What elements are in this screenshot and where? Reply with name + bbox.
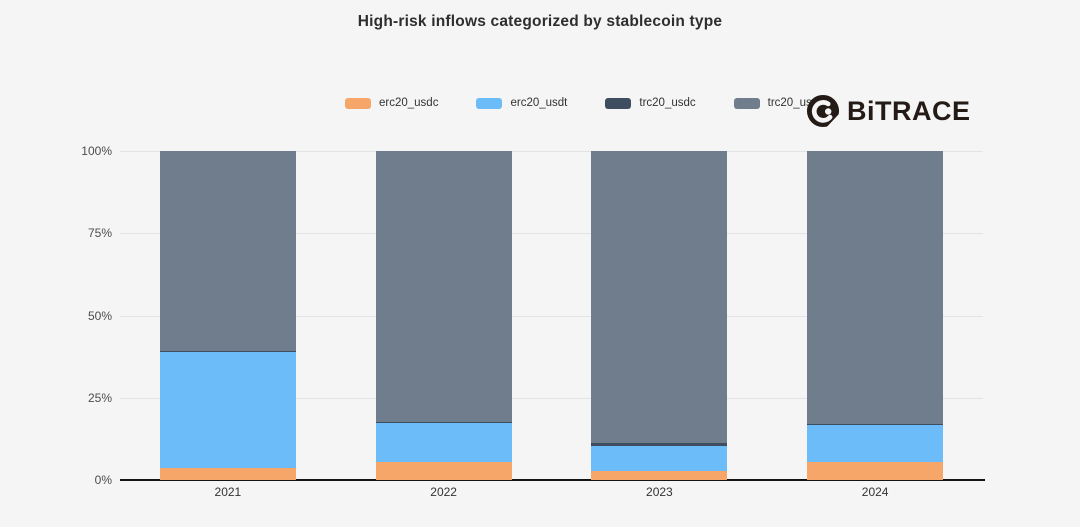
gridline-100 [120, 151, 983, 152]
bar-segment-2021-erc20_usdc[interactable] [159, 467, 296, 480]
x-tick-label-2021: 2021 [214, 485, 242, 499]
bar-segment-2024-erc20_usdc[interactable] [807, 461, 944, 480]
bar-segment-2022-trc20_usdt[interactable] [375, 151, 512, 423]
bar-2023 [591, 151, 728, 480]
bitrace-wordmark: BiTRACE [847, 95, 971, 126]
chart-title: High-risk inflows categorized by stablec… [357, 13, 723, 30]
legend-label: trc20_usdc [639, 97, 696, 109]
legend-label: erc20_usdc [379, 97, 439, 109]
x-tick-label-2023: 2023 [646, 485, 673, 499]
y-tick-label: 100% [81, 144, 112, 158]
legend-label: erc20_usdt [510, 97, 568, 109]
legend-swatch-trc20_usdc [605, 97, 632, 109]
bar-segment-2021-trc20_usdc[interactable] [159, 351, 296, 352]
legend-swatch-erc20_usdc [345, 97, 371, 109]
bar-segment-2021-trc20_usdt[interactable] [159, 151, 296, 352]
chart-legend: erc20_usdc erc20_usdt trc20_usdc trc20_usdt [345, 97, 821, 109]
bar-segment-2021-erc20_usdt[interactable] [159, 351, 296, 468]
y-tick-label: 50% [87, 308, 112, 323]
legend-swatch-trc20_usdt [733, 97, 760, 109]
y-tick-label: 75% [87, 226, 112, 241]
bar-segment-2023-trc20_usdt[interactable] [591, 151, 728, 444]
legend-item-erc20_usdt[interactable]: erc20_usdt [476, 97, 567, 109]
bar-2022 [375, 151, 512, 480]
bar-segment-2022-erc20_usdc[interactable] [375, 462, 512, 480]
bar-segment-2023-erc20_usdt[interactable] [591, 446, 728, 472]
legend-swatch-erc20_usdt [476, 97, 503, 109]
bitrace-icon [806, 94, 840, 128]
x-tick-label-2024: 2024 [861, 485, 889, 499]
gridline-50 [120, 315, 983, 317]
plot-area: 0% 25% 50% 75% 100% 2021 2022 2023 2024 [81, 144, 985, 499]
brand-logo: BiTRACE [806, 94, 971, 128]
y-tick-label: 25% [87, 390, 112, 405]
legend-item-trc20_usdc[interactable]: trc20_usdc [605, 97, 696, 109]
bar-segment-2024-trc20_usdc[interactable] [807, 424, 944, 426]
bar-2024 [807, 151, 944, 480]
x-tick-label-2022: 2022 [430, 485, 457, 499]
bar-segment-2023-trc20_usdc[interactable] [591, 443, 728, 447]
x-axis-line [120, 479, 985, 481]
bar-segment-2024-trc20_usdt[interactable] [807, 151, 944, 425]
bar-segment-2024-erc20_usdt[interactable] [807, 425, 944, 462]
bar-segment-2022-erc20_usdt[interactable] [375, 422, 512, 463]
gridline-25 [120, 397, 983, 399]
gridline-75 [120, 233, 983, 235]
bar-segment-2023-erc20_usdc[interactable] [591, 471, 728, 480]
legend-item-erc20_usdc[interactable]: erc20_usdc [345, 97, 438, 109]
bar-segment-2022-trc20_usdc[interactable] [375, 422, 512, 423]
bar-2021 [159, 151, 296, 480]
y-tick-label: 0% [94, 473, 112, 487]
